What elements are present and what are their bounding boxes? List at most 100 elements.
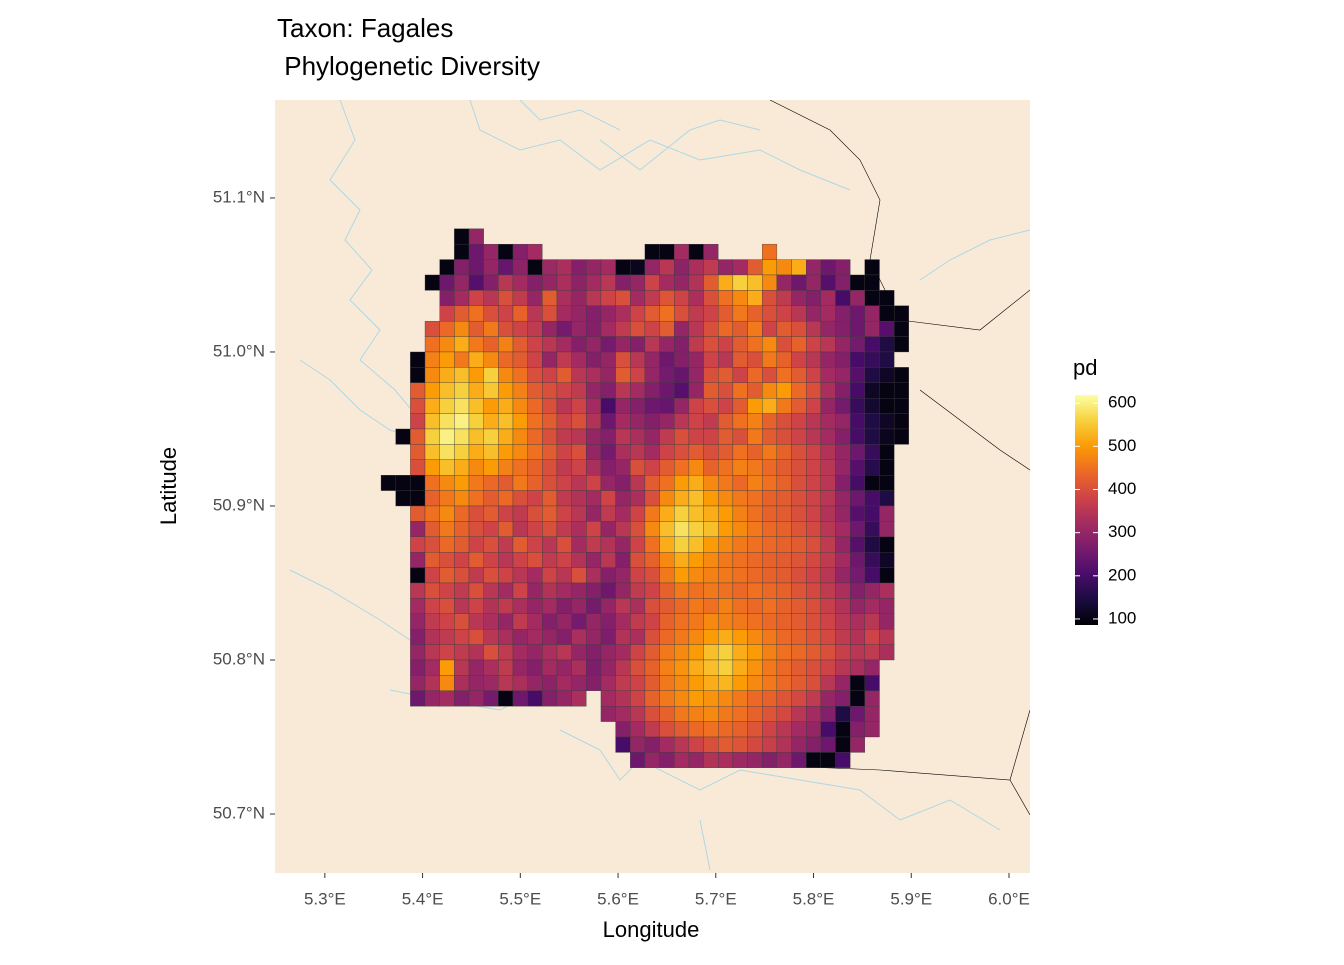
cell [410,675,426,691]
cell [527,367,543,383]
cell [762,736,778,753]
cell [512,382,528,399]
cell [718,706,734,722]
cell [849,552,866,568]
cell [674,459,690,476]
cell [791,351,807,368]
cell [820,675,836,691]
cell [615,475,631,491]
cell [512,567,528,584]
cell [762,629,778,645]
cell [835,536,851,553]
cell [410,413,426,430]
cell [600,459,616,476]
cell [498,490,514,507]
cell [542,536,558,553]
cell [849,320,866,337]
cell [879,428,895,445]
cell [762,459,778,476]
cell [703,243,719,260]
cell [835,274,851,291]
cell [424,552,440,568]
cell [688,659,704,676]
cell [556,552,572,568]
cell [776,428,792,445]
cell [644,521,660,537]
cell [410,567,426,584]
cell [439,521,455,537]
cell [864,459,880,476]
cell [600,567,616,584]
cell [468,397,484,414]
cell [615,305,631,322]
cell [674,290,690,306]
cell [600,644,616,661]
cell [732,505,748,522]
cell [864,475,880,491]
cell [483,259,499,276]
cell [424,336,440,353]
cell [439,659,455,676]
cell [718,320,734,337]
cell [454,228,470,245]
cell [571,351,587,368]
cell [849,290,866,306]
cell [483,351,499,368]
cell [820,336,836,353]
cell [615,582,631,599]
cell [776,582,792,599]
cell [527,336,543,353]
cell [512,659,528,676]
cell [424,320,440,337]
cell [410,382,426,399]
cell [468,490,484,507]
cell [600,613,616,630]
cell [732,428,748,445]
cell [747,582,763,599]
cell [468,367,484,383]
cell [512,582,528,599]
cell [864,413,880,430]
cell [893,320,909,337]
cell [586,582,602,599]
cell [674,675,690,691]
rivers [289,100,1030,871]
cell [703,706,719,722]
cell [791,582,807,599]
cell [659,613,675,630]
cell [747,336,763,353]
cell [747,290,763,306]
cell [806,659,822,676]
cell [439,505,455,522]
cell [454,320,470,337]
cell [512,490,528,507]
cell [556,659,572,676]
cell [864,290,880,306]
cell [512,613,528,630]
cell [747,367,763,383]
cell [483,320,499,337]
cell [718,413,734,430]
cell [864,336,880,353]
colorbar-label: 100 [1108,608,1136,627]
cell [849,305,866,322]
cell [586,397,602,414]
cell [439,582,455,599]
cell [630,367,646,383]
y-tick-label: 50.9°N [213,495,265,514]
cell [791,428,807,445]
cell [791,629,807,645]
cell [571,536,587,553]
cell [571,459,587,476]
cell [586,598,602,614]
cell [732,721,748,738]
cell [688,459,704,476]
cell [424,428,440,445]
cell [762,505,778,522]
cell [879,305,895,322]
cell [615,336,631,353]
cell [454,690,470,707]
cell [762,243,778,260]
cell [791,320,807,337]
cell [659,367,675,383]
